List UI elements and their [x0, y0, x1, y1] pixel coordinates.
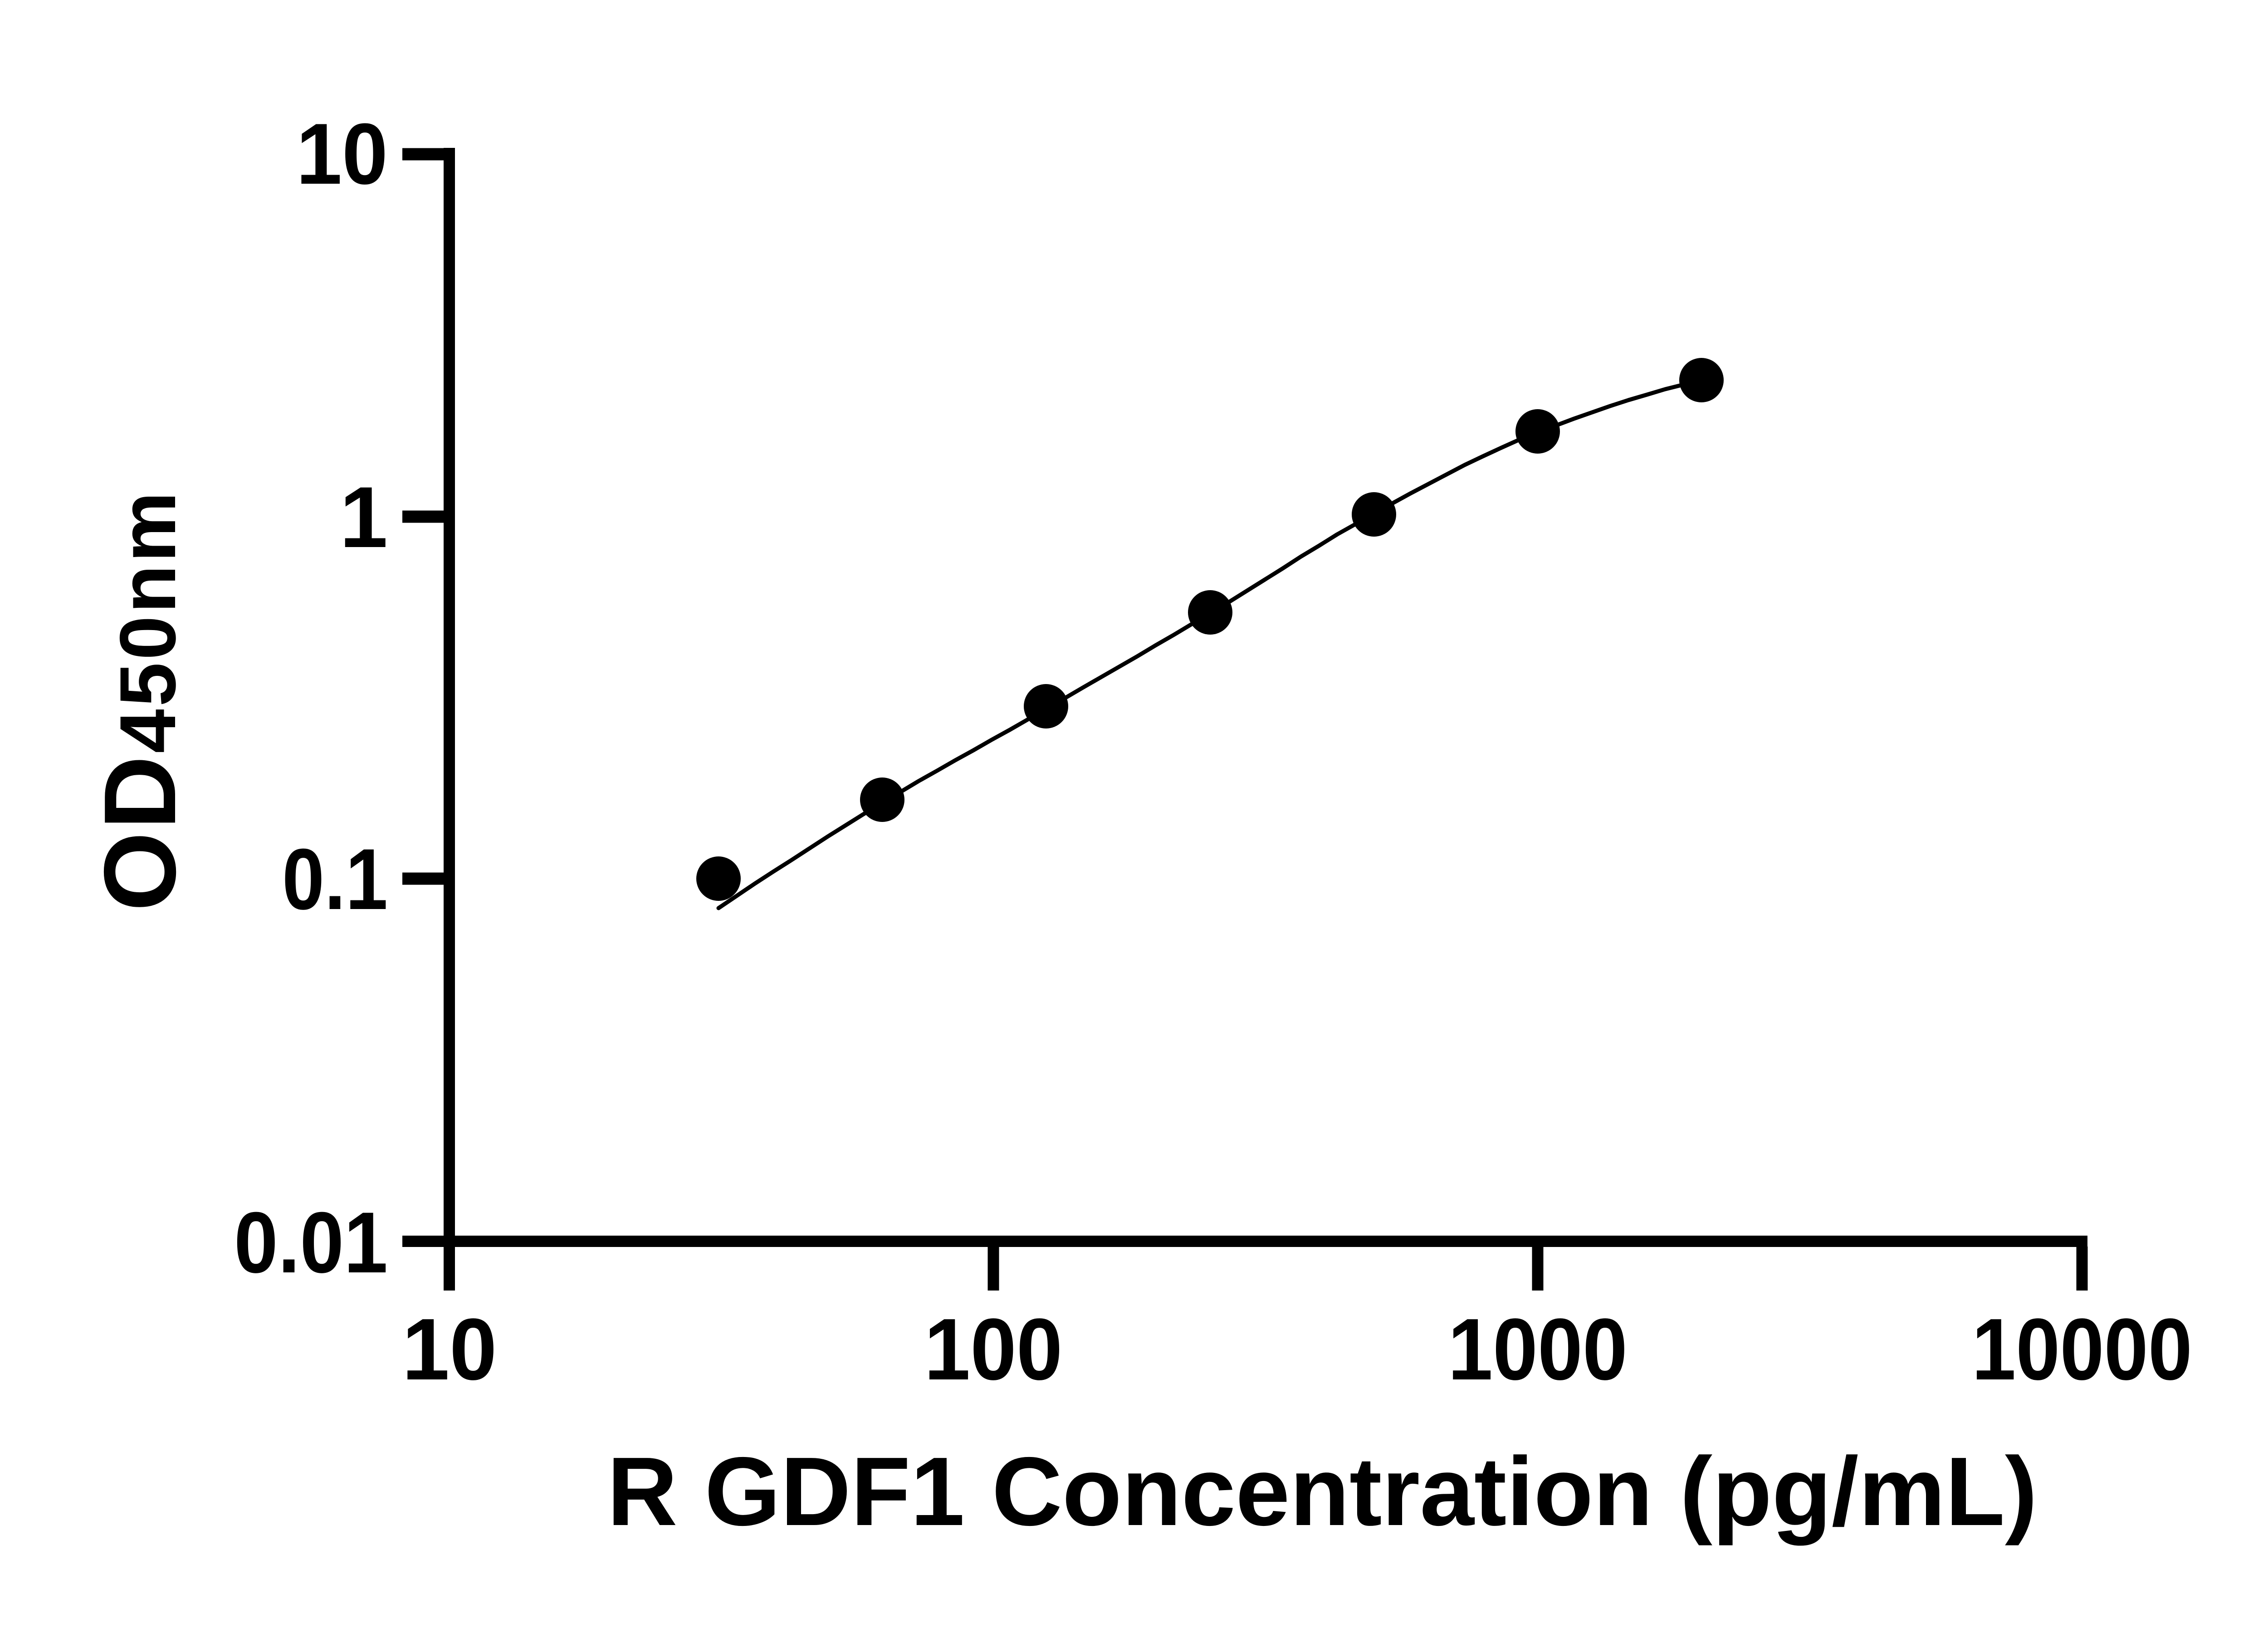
svg-text:100: 100	[924, 1300, 1063, 1398]
svg-text:0.1: 0.1	[282, 831, 388, 928]
svg-text:R GDF1 Concentration (pg/mL): R GDF1 Concentration (pg/mL)	[607, 1437, 2037, 1546]
svg-text:1000: 1000	[1448, 1300, 1628, 1398]
svg-text:0.01: 0.01	[234, 1194, 388, 1291]
svg-text:1: 1	[340, 469, 388, 566]
svg-text:OD450nm: OD450nm	[83, 492, 197, 911]
svg-text:10: 10	[296, 106, 388, 202]
svg-text:10000: 10000	[1972, 1300, 2192, 1398]
svg-text:10: 10	[402, 1300, 497, 1398]
